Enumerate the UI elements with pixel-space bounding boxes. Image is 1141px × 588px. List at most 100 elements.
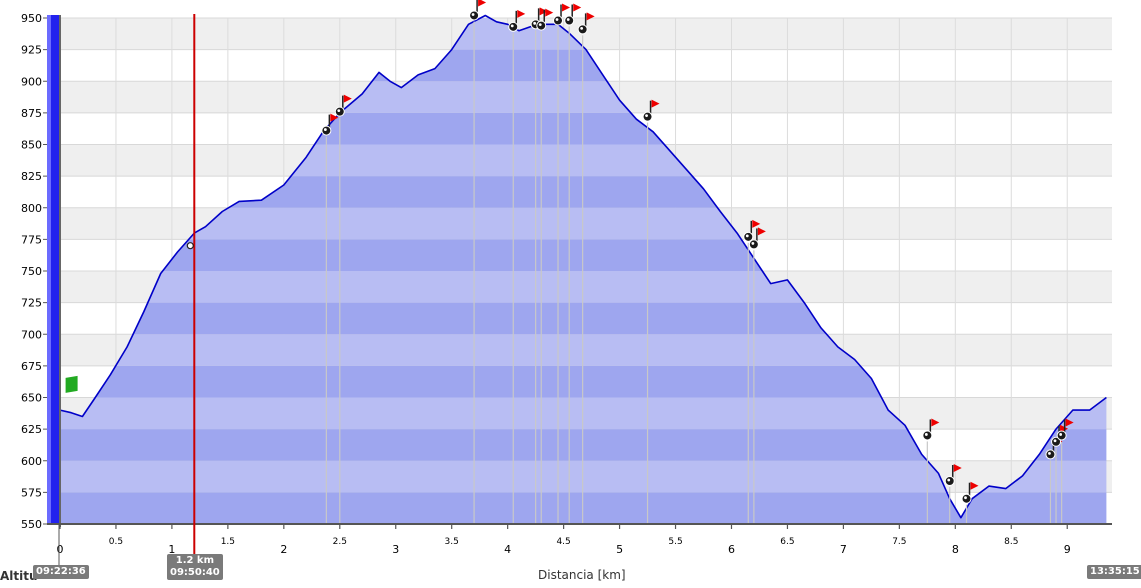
waypoint-dot [321,125,332,136]
end-time-badge: 13:35:15 [1087,565,1141,579]
waypoint-flag [553,3,571,26]
x-tick-label: 6 [728,543,735,556]
area-band [60,239,1107,271]
area-band [60,176,1107,208]
start-time-badge: 09:22:36 [33,565,89,579]
waypoint-flag [642,99,660,122]
waypoint-flag [577,12,595,35]
cursor-time: 09:50:40 [170,567,220,578]
x-tick-label: 3 [392,543,399,556]
waypoint-dot-highlight [751,242,755,245]
flag-icon [586,12,595,21]
y-tick-label: 950 [21,12,42,25]
axes [47,15,1112,527]
waypoint-dot [961,493,972,504]
waypoint-flag [1056,418,1074,441]
area-band [60,112,1107,145]
area-band [60,302,1107,335]
waypoint-dot [508,21,519,32]
x-tick-label: 1.5 [221,537,235,547]
y-tick-label: 700 [21,328,42,341]
waypoint-dot-highlight [745,234,749,238]
x-tick-label: 2.5 [333,537,347,547]
x-tick-label: 7.5 [892,537,906,547]
waypoint-dot-highlight [1048,452,1051,455]
y-tick-label: 600 [21,455,42,468]
x-tick-label: 2 [280,543,287,556]
flag-icon [573,3,582,12]
waypoint-dot-highlight [924,433,928,436]
area-band [60,49,1107,82]
x-tick-label: 0.5 [109,537,123,547]
waypoint-dot-highlight [964,496,967,500]
waypoint-dot [536,20,547,31]
waypoint-dot-highlight [645,114,648,118]
x-tick-label: 9 [1064,543,1071,556]
flag-icon [330,113,339,122]
flag-icon [752,219,761,228]
waypoint-flag [469,0,487,21]
flag-icon [562,3,571,12]
waypoint-dot [469,10,480,21]
area-band [60,492,1107,524]
y-axis-label: Altitu [0,569,38,583]
flag-icon [478,0,487,7]
waypoint-flag [961,481,979,504]
x-tick-label: 7 [840,543,847,556]
waypoint-markers [65,0,1074,504]
y-tick-label: 900 [21,75,42,88]
flag-icon [651,99,660,108]
flag-icon [343,94,352,103]
waypoint-dot-highlight [566,18,570,21]
x-tick-label: 8 [952,543,959,556]
cursor-line[interactable] [58,14,196,565]
waypoint-dot [564,15,575,26]
waypoint-flag [334,94,352,117]
flag-icon [517,9,526,18]
area-band [60,429,1107,461]
y-tick-label: 625 [21,423,42,436]
waypoint-flag [564,3,582,26]
y-tick-label: 675 [21,360,42,373]
y-axis-bar-highlight [47,15,51,524]
waypoint-dot-highlight [947,478,951,482]
waypoint-dot [1056,430,1067,441]
x-axis-ticks: 0 0.5 1 1.5 2 2.5 3 3.5 4 4.5 5 5.5 6 6.5 7 7.5 8 8.5 9 [57,524,1071,556]
y-tick-label: 575 [21,486,42,499]
waypoint-dot [334,106,345,117]
x-tick-label: 3.5 [445,537,459,547]
x-tick-label: 4.5 [556,537,570,547]
start-flag-icon [65,375,78,393]
x-tick-label: 4 [504,543,511,556]
y-tick-label: 875 [21,107,42,120]
cursor-badge[interactable]: 1.2 km 09:50:40 [167,554,223,580]
flag-icon [953,463,962,472]
flag-icon [1065,418,1074,427]
waypoint-dot-highlight [1053,439,1057,443]
flag-icon [931,418,940,427]
waypoint-dot-highlight [555,18,559,21]
waypoint-dot [1051,436,1062,447]
y-tick-label: 850 [21,139,42,152]
x-tick-label: 5.5 [668,537,682,547]
flag-icon [970,481,979,490]
y-tick-label: 650 [21,392,42,405]
waypoint-dot-highlight [337,109,341,113]
waypoint-flag [508,9,526,32]
waypoint-dot [642,111,653,122]
waypoint-dot-highlight [533,21,537,25]
flag-icon [757,227,766,236]
waypoint-dot-highlight [1059,433,1063,436]
y-axis-ticks: 550 575 600 625 650 675 700 725 750 775 800 825 850 8… [21,12,47,531]
x-tick-label: 1 [168,543,175,556]
waypoint-dot [1045,449,1056,460]
waypoint-dot [922,430,933,441]
waypoint-dot-highlight [538,23,542,26]
x-tick-label: 8.5 [1004,537,1018,547]
area-band [60,365,1107,398]
y-tick-label: 750 [21,265,42,278]
x-axis-label: Distancia [km] [538,568,626,582]
x-tick-label: 6.5 [780,537,794,547]
y-tick-label: 800 [21,202,42,215]
waypoint-lines [325,21,1063,524]
